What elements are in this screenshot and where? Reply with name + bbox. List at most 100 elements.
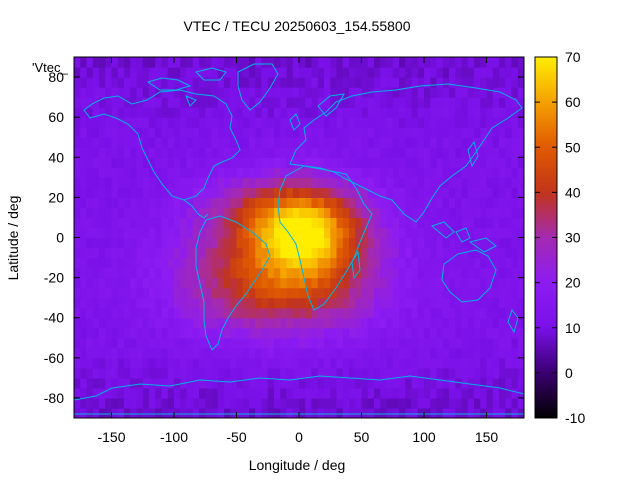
heatmap-cell (511, 117, 519, 128)
heatmap-cell (286, 117, 294, 128)
heatmap-cell (305, 347, 313, 359)
heatmap-cell (105, 357, 113, 369)
heatmap-cell (186, 67, 194, 78)
heatmap-cell (355, 107, 363, 118)
heatmap-cell (424, 87, 431, 98)
heatmap-cell (255, 87, 263, 98)
heatmap-cell (261, 327, 269, 339)
heatmap-cell (392, 217, 400, 229)
heatmap-cell (286, 377, 294, 389)
heatmap-cell (405, 237, 413, 249)
heatmap-cell (174, 217, 181, 229)
heatmap-cell (317, 277, 325, 289)
heatmap-cell (111, 317, 119, 329)
heatmap-cell (486, 347, 494, 359)
heatmap-cell (86, 377, 94, 389)
heatmap-cell (324, 387, 331, 399)
heatmap-cell (192, 227, 200, 239)
heatmap-cell (161, 407, 169, 418)
heatmap-cell (117, 67, 125, 78)
heatmap-cell (242, 137, 250, 148)
heatmap-cell (399, 377, 406, 389)
heatmap-cell (399, 347, 406, 359)
heatmap-cell (117, 177, 125, 188)
heatmap-cell (249, 247, 256, 259)
heatmap-cell (342, 217, 350, 229)
heatmap-cell (305, 227, 313, 239)
heatmap-cell (380, 367, 388, 379)
heatmap-cell (380, 127, 388, 138)
heatmap-cell (311, 337, 319, 349)
heatmap-cell (174, 347, 181, 359)
heatmap-cell (130, 217, 138, 229)
heatmap-cell (267, 227, 275, 239)
heatmap-cell (136, 307, 144, 319)
heatmap-cell (274, 347, 281, 359)
heatmap-cell (374, 387, 381, 399)
heatmap-cell (286, 307, 294, 319)
heatmap-cell (342, 397, 350, 409)
heatmap-cell (311, 87, 319, 98)
heatmap-cell (324, 317, 331, 329)
heatmap-cell (274, 367, 281, 379)
heatmap-cell (211, 367, 219, 379)
heatmap-cell (305, 57, 313, 68)
heatmap-cell (324, 137, 331, 148)
heatmap-cell (330, 77, 338, 88)
heatmap-cell (386, 357, 394, 369)
heatmap-cell (299, 157, 306, 168)
heatmap-cell (311, 147, 319, 158)
heatmap-cell (336, 277, 344, 289)
heatmap-cell (130, 247, 138, 259)
heatmap-cell (261, 107, 269, 118)
heatmap-cell (186, 327, 194, 339)
heatmap-cell (424, 207, 431, 219)
heatmap-cell (324, 237, 331, 249)
heatmap-cell (380, 397, 388, 409)
heatmap-cell (330, 267, 338, 279)
heatmap-cell (124, 307, 131, 319)
heatmap-cell (305, 157, 313, 168)
heatmap-cell (230, 167, 238, 178)
heatmap-cell (199, 277, 206, 289)
heatmap-cell (217, 337, 225, 349)
heatmap-cell (280, 407, 288, 418)
heatmap-cell (136, 397, 144, 409)
heatmap-cell (361, 67, 369, 78)
heatmap-cell (105, 297, 113, 309)
heatmap-cell (205, 257, 213, 269)
heatmap-cell (517, 97, 524, 108)
heatmap-cell (136, 207, 144, 219)
heatmap-cell (430, 217, 438, 229)
heatmap-cell (480, 377, 488, 389)
heatmap-cell (517, 117, 524, 128)
heatmap-cell (267, 347, 275, 359)
heatmap-cell (474, 67, 481, 78)
heatmap-cell (236, 167, 244, 178)
heatmap-cell (399, 87, 406, 98)
heatmap-cell (317, 297, 325, 309)
heatmap-cell (230, 257, 238, 269)
heatmap-cell (292, 167, 300, 178)
heatmap-cell (430, 207, 438, 219)
heatmap-cell (299, 397, 306, 409)
heatmap-cell (411, 257, 419, 269)
heatmap-cell (492, 267, 500, 279)
heatmap-cell (299, 237, 306, 249)
heatmap-cell (386, 217, 394, 229)
heatmap-cell (99, 227, 106, 239)
heatmap-cell (499, 197, 506, 209)
heatmap-cell (224, 57, 231, 68)
heatmap-cell (505, 277, 513, 289)
heatmap-cell (261, 377, 269, 389)
heatmap-cell (99, 267, 106, 279)
heatmap-cell (142, 237, 150, 249)
heatmap-cell (474, 237, 481, 249)
heatmap-cell (261, 97, 269, 108)
coastline-new-zealand (507, 308, 519, 334)
heatmap-cell (374, 197, 381, 209)
heatmap-cell (74, 157, 81, 168)
heatmap-cell (274, 57, 281, 68)
heatmap-cell (342, 57, 350, 68)
heatmap-cell (161, 187, 169, 198)
